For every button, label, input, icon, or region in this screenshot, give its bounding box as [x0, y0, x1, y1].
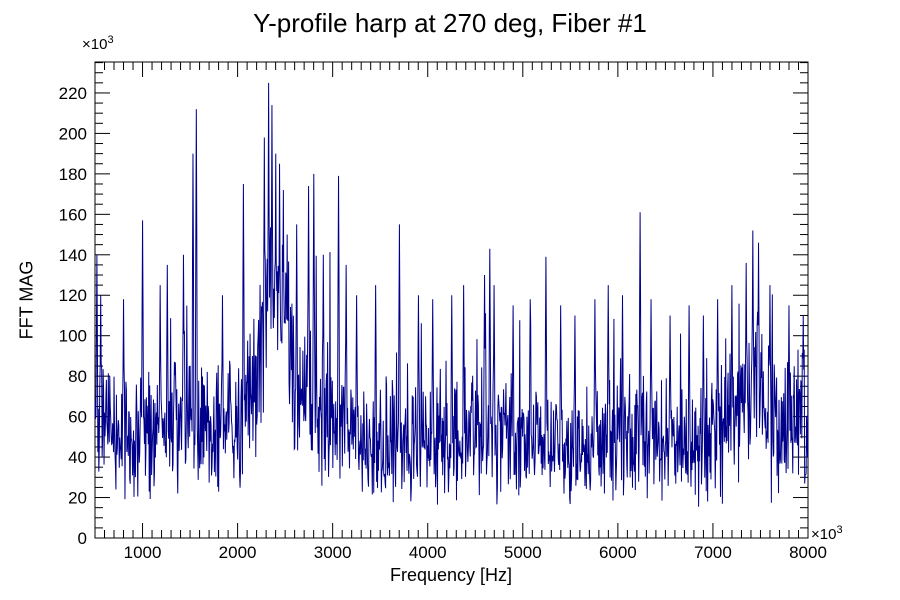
y-tick-label: 40 [68, 448, 87, 467]
x-axis-title: Frequency [Hz] [389, 565, 513, 585]
x-axis-multiplier: ×103 [811, 524, 843, 543]
y-tick-label: 160 [59, 205, 87, 224]
x-tick-label: 7000 [694, 543, 732, 562]
chart-title: Y-profile harp at 270 deg, Fiber #1 [253, 8, 647, 38]
x-tick-label: 4000 [409, 543, 447, 562]
y-tick-label: 220 [59, 84, 87, 103]
y-tick-label: 180 [59, 165, 87, 184]
x-tick-label: 3000 [314, 543, 352, 562]
x-tick-label: 8000 [789, 543, 827, 562]
y-tick-label: 60 [68, 408, 87, 427]
y-tick-label: 100 [59, 327, 87, 346]
y-tick-label: 140 [59, 246, 87, 265]
y-tick-label: 80 [68, 367, 87, 386]
x-tick-label: 6000 [599, 543, 637, 562]
y-tick-label: 120 [59, 286, 87, 305]
plot-frame [94, 61, 809, 539]
x-tick-label: 1000 [124, 543, 162, 562]
x-tick-label: 2000 [219, 543, 257, 562]
y-tick-label: 0 [78, 529, 87, 548]
y-tick-label: 20 [68, 489, 87, 508]
y-axis-multiplier: ×103 [82, 34, 114, 53]
x-tick-label: 5000 [504, 543, 542, 562]
y-tick-label: 200 [59, 124, 87, 143]
fft-spectrum-line [94, 82, 809, 507]
